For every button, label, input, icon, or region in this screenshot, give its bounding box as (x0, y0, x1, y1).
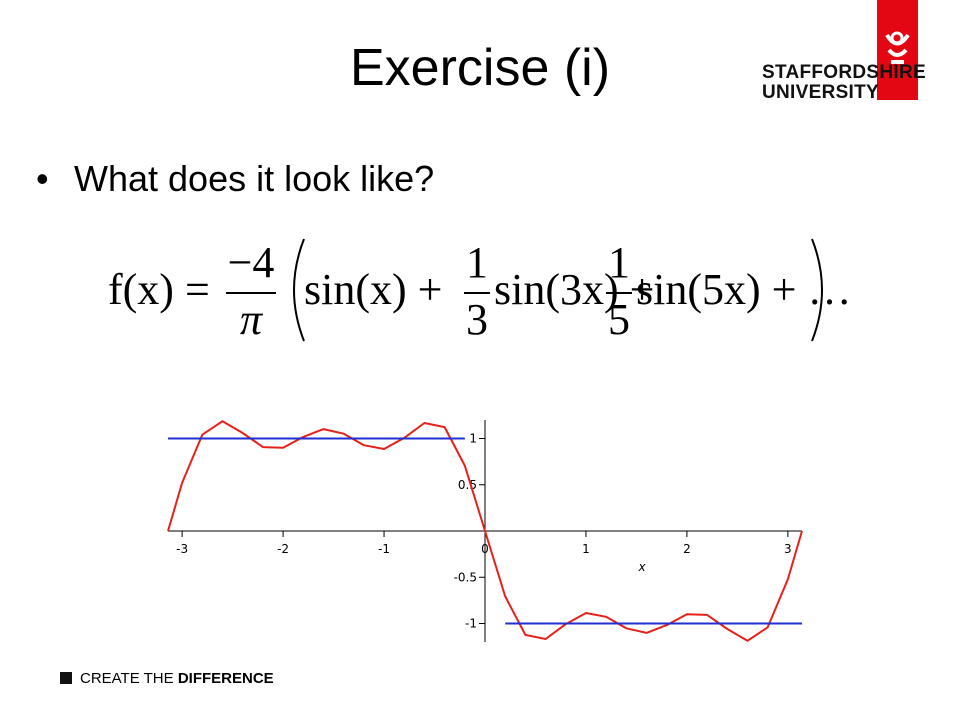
formula-text: sin(x) + (304, 265, 443, 314)
logo-bar (878, 95, 918, 99)
paren-right (811, 238, 823, 342)
data-line (168, 437, 802, 625)
paren-left (293, 238, 305, 342)
x-tick-label: -1 (378, 542, 390, 556)
formula-text: π (239, 295, 263, 344)
footer-text: DIFFERENCE (177, 670, 274, 687)
bullet-item: • What does it look like? (36, 158, 435, 199)
data-line (167, 420, 803, 642)
formula-text: f(x) = (108, 265, 210, 314)
x-tick-label: 0 (481, 542, 489, 556)
y-tick-label: -1 (465, 617, 477, 631)
footer: CREATE THE DIFFERENCE (60, 670, 274, 687)
x-tick-label: 2 (683, 542, 691, 556)
formula-text: 1 (608, 238, 630, 287)
y-tick-label: -0.5 (454, 570, 477, 584)
x-tick-label: 1 (582, 542, 590, 556)
x-tick-label: 3 (784, 542, 792, 556)
formula-text: 1 (466, 238, 488, 287)
logo-text: UNIVERSITY (762, 82, 880, 103)
fraction-bar (464, 292, 490, 294)
x-axis-label: x (637, 560, 646, 574)
bullet-text: What does it look like? (74, 158, 435, 199)
formula-text: 5 (608, 295, 630, 344)
logo-crest (885, 31, 910, 64)
slide-title: Exercise (i) (349, 39, 611, 97)
logo-emblem (877, 0, 918, 100)
formula-text: 3 (466, 295, 488, 344)
x-tick-label: -2 (277, 542, 289, 556)
x-tick-label: -3 (176, 542, 188, 556)
y-tick-label: 1 (469, 432, 477, 446)
formula-text: sin(3x) + (494, 265, 655, 314)
y-tick-label: 0.5 (458, 478, 477, 492)
formula-text: −4 (227, 238, 275, 287)
fraction-bar (226, 292, 276, 294)
formula-text: sin(5x) + … (636, 265, 852, 314)
footer-text: CREATE THE (80, 670, 174, 687)
logo-text: STAFFORDSHIRE (762, 62, 926, 83)
fraction-bar (606, 292, 632, 294)
